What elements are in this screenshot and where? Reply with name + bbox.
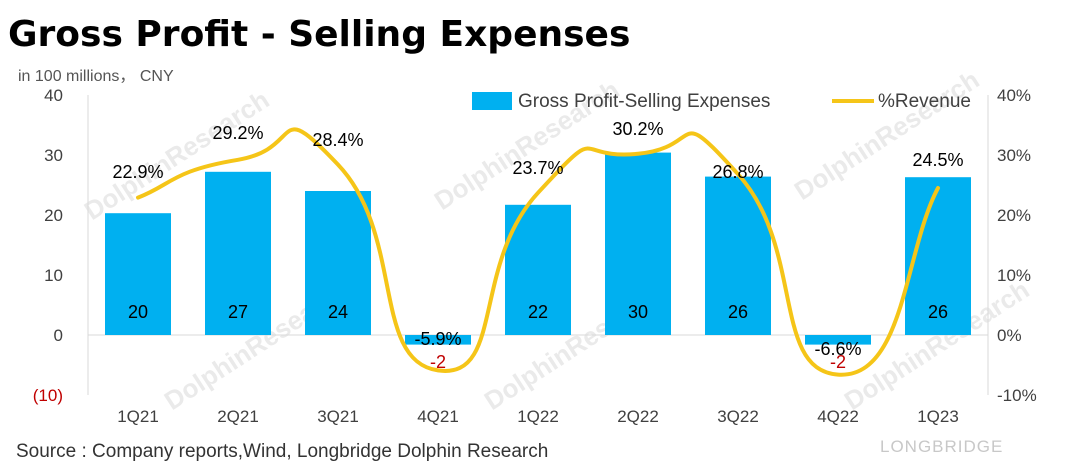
x-tick-label: 4Q22 (817, 407, 859, 426)
bar-data-label: 20 (128, 302, 148, 322)
x-tick-label: 1Q21 (117, 407, 159, 426)
y-left-tick-label: 40 (44, 86, 63, 105)
line-data-label: 26.8% (712, 162, 763, 182)
line-data-label: 22.9% (112, 162, 163, 182)
x-tick-label: 2Q21 (217, 407, 259, 426)
legend-label-line: %Revenue (878, 91, 971, 112)
bar-data-label: -2 (830, 352, 846, 372)
bar-data-label: -2 (430, 352, 446, 372)
y-left-tick-label: 10 (44, 266, 63, 285)
x-tick-label: 1Q22 (517, 407, 559, 426)
bar-data-label: 30 (628, 302, 648, 322)
x-tick-label: 2Q22 (617, 407, 659, 426)
y-right-tick-label: 20% (997, 206, 1031, 225)
x-tick-label: 3Q21 (317, 407, 359, 426)
x-tick-label: 1Q23 (917, 407, 959, 426)
line-data-label: 30.2% (612, 119, 663, 139)
y-left-tick-label: (10) (33, 386, 63, 405)
bar (105, 213, 171, 335)
line-data-label: -5.9% (414, 329, 461, 349)
bar-data-label: 24 (328, 302, 348, 322)
bar-data-label: 26 (928, 302, 948, 322)
y-right-tick-label: 30% (997, 146, 1031, 165)
bar (805, 335, 871, 345)
y-left-tick-label: 20 (44, 206, 63, 225)
x-tick-label: 3Q22 (717, 407, 759, 426)
line-data-label: -6.6% (814, 339, 861, 359)
unit-label: in 100 millions， CNY (18, 68, 174, 85)
y-right-tick-label: 40% (997, 86, 1031, 105)
bar (605, 152, 671, 335)
line-data-label: 24.5% (912, 150, 963, 170)
bar (405, 335, 471, 345)
y-left-tick-label: 0 (54, 326, 63, 345)
y-right-tick-label: -10% (997, 386, 1037, 405)
bar-data-label: 27 (228, 302, 248, 322)
legend-swatch-bar (472, 92, 512, 110)
y-right-tick-label: 0% (997, 326, 1022, 345)
bar-data-label: 22 (528, 302, 548, 322)
y-right-tick-label: 10% (997, 266, 1031, 285)
line-data-label: 29.2% (212, 123, 263, 143)
x-tick-label: 4Q21 (417, 407, 459, 426)
line-data-label: 23.7% (512, 158, 563, 178)
bar (305, 191, 371, 335)
legend-label-bar: Gross Profit-Selling Expenses (518, 91, 770, 112)
y-left-tick-label: 30 (44, 146, 63, 165)
source-note: Source : Company reports,Wind, Longbridg… (16, 441, 549, 462)
bar (205, 171, 271, 335)
line-data-label: 28.4% (312, 130, 363, 150)
series-line-revenue (136, 127, 940, 377)
watermark-brand: LONGBRIDGE (880, 437, 1004, 456)
chart-title: Gross Profit - Selling Expenses (8, 14, 631, 55)
bar-data-label: 26 (728, 302, 748, 322)
